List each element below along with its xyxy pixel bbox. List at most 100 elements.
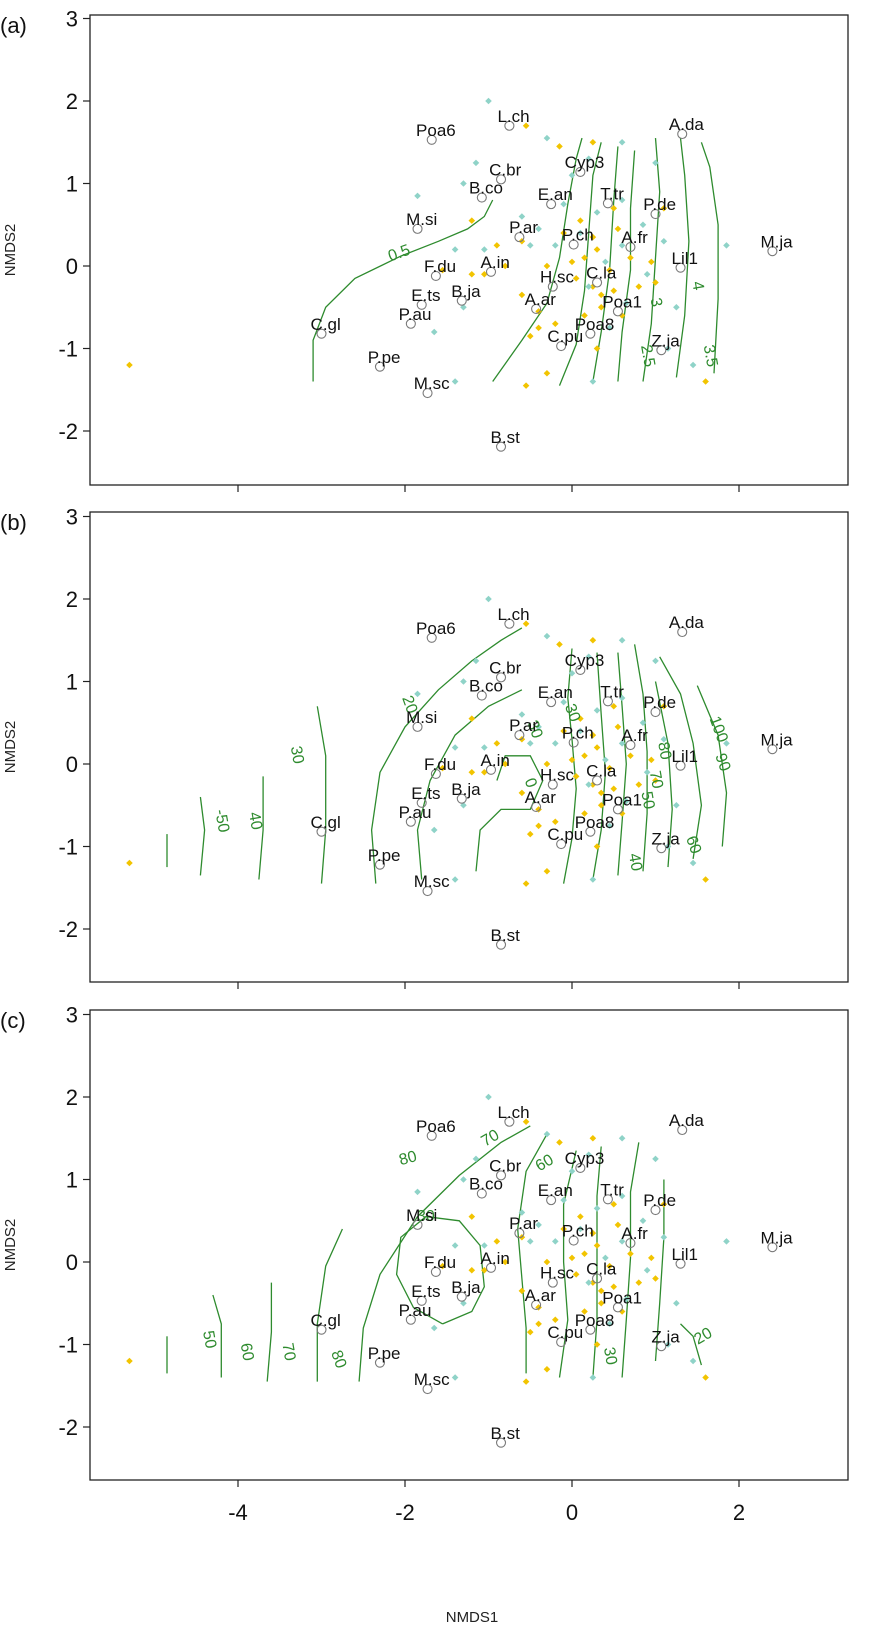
site-point-teal	[481, 744, 488, 751]
site-point-yellow	[581, 810, 588, 817]
site-point-yellow	[439, 764, 446, 772]
species-point	[416, 1295, 427, 1306]
species-point	[556, 1336, 567, 1348]
site-point-teal	[689, 859, 697, 867]
site-point-yellow	[702, 378, 709, 385]
site-point-yellow	[593, 843, 601, 850]
site-point-teal	[518, 711, 526, 718]
species-point	[547, 779, 558, 790]
site-point-teal	[552, 740, 559, 747]
contour-line	[212, 1294, 222, 1378]
site-point-teal	[593, 209, 601, 216]
site-point-yellow	[610, 1200, 618, 1208]
site-point-yellow	[610, 785, 618, 793]
species-point	[591, 1273, 603, 1284]
species-point	[612, 1302, 623, 1313]
contour-line	[659, 656, 703, 859]
species-point	[316, 328, 327, 339]
species-label: Cyp3	[565, 1149, 605, 1168]
species-label: Z.ja	[651, 1327, 680, 1346]
species-point	[677, 1124, 688, 1136]
species-label: Poa1	[602, 790, 642, 809]
site-point-yellow	[522, 382, 530, 389]
species-label: Poa1	[602, 292, 642, 311]
site-point-yellow	[522, 880, 530, 887]
contour-label: 30	[561, 702, 583, 725]
y-tick-label: 2	[66, 1085, 78, 1110]
species-point	[675, 1258, 686, 1269]
species-point	[495, 1437, 507, 1448]
site-point-yellow	[652, 1275, 659, 1282]
species-label: Poa8	[575, 813, 615, 832]
site-point-yellow	[589, 781, 597, 788]
species-point	[591, 775, 603, 786]
site-point-yellow	[589, 1134, 597, 1142]
species-point	[495, 174, 507, 185]
contour-line	[675, 138, 690, 378]
species-point	[430, 768, 441, 779]
site-point-teal	[689, 361, 697, 369]
species-label: A.in	[481, 253, 510, 272]
site-point-yellow	[589, 283, 597, 290]
species-point	[405, 318, 416, 329]
site-point-yellow	[535, 324, 542, 332]
y-tick-label: 0	[66, 254, 78, 279]
site-point-yellow	[526, 1328, 534, 1336]
site-point-yellow	[593, 345, 601, 352]
species-point	[316, 826, 327, 837]
species-label: M.si	[406, 708, 437, 727]
site-point-teal	[543, 1130, 551, 1138]
site-point-yellow	[126, 1357, 133, 1365]
site-point-yellow	[618, 1308, 626, 1315]
site-point-teal	[618, 694, 626, 702]
site-point-yellow	[501, 760, 509, 768]
species-point	[612, 804, 623, 815]
species-label: Cyp3	[565, 153, 605, 172]
species-point	[650, 208, 661, 220]
site-point-teal	[618, 1134, 626, 1142]
species-point	[546, 1195, 557, 1206]
species-point	[485, 764, 497, 775]
panel-3: (c) -2 -1 0 1 2 3 -4 -2 0 2 NMDS2 50 60 70 80 80 70 60 30 30…	[0, 1003, 849, 1525]
species-point	[556, 340, 567, 352]
contour-label: 70	[278, 1342, 298, 1363]
species-point	[575, 1162, 586, 1173]
site-point-teal	[451, 744, 459, 751]
species-label: P.pe	[368, 348, 401, 367]
species-label: P.au	[399, 305, 432, 324]
panels: (a) -2 -1 0 1 2 3 NMDS2 0.5 3 2.5 3.5 4 Poa6 L.ch A.da C…	[0, 7, 849, 1525]
species-point	[514, 1228, 525, 1239]
y-axis-label: NMDS2	[2, 1219, 19, 1272]
species-label: E.an	[538, 185, 573, 204]
species-label: A.in	[481, 1249, 510, 1268]
contour-line	[312, 199, 494, 382]
species-label: M.ja	[761, 730, 794, 749]
y-tick-label: -2	[58, 1415, 78, 1440]
contour-label: 60	[533, 1151, 557, 1175]
species-point	[656, 345, 667, 356]
site-point-yellow	[635, 283, 643, 290]
species-label: B.st	[491, 1424, 521, 1443]
site-point-yellow	[635, 781, 643, 788]
site-point-yellow	[652, 279, 659, 286]
species-label: C.la	[586, 762, 617, 781]
site-point-teal	[606, 822, 613, 830]
contour-label: 70	[478, 1127, 502, 1151]
x-tick-label: -4	[228, 1500, 248, 1525]
species-point	[656, 1341, 667, 1352]
site-point-yellow	[635, 1279, 643, 1286]
panel-1: (a) -2 -1 0 1 2 3 NMDS2 0.5 3 2.5 3.5 4 Poa6 L.ch A.da C…	[0, 7, 849, 492]
site-point-teal	[414, 192, 421, 200]
contour-label: 60	[237, 1342, 257, 1363]
site-point-yellow	[648, 258, 655, 266]
contour-label: 70	[646, 769, 666, 790]
species-point	[556, 838, 567, 850]
site-point-teal	[652, 1155, 659, 1163]
species-label: A.fr	[621, 726, 648, 745]
site-point-yellow	[660, 1200, 668, 1208]
species-label: M.sc	[414, 872, 450, 891]
site-point-yellow	[572, 1271, 580, 1278]
species-point	[568, 1235, 579, 1246]
species-label: Z.ja	[651, 331, 680, 350]
